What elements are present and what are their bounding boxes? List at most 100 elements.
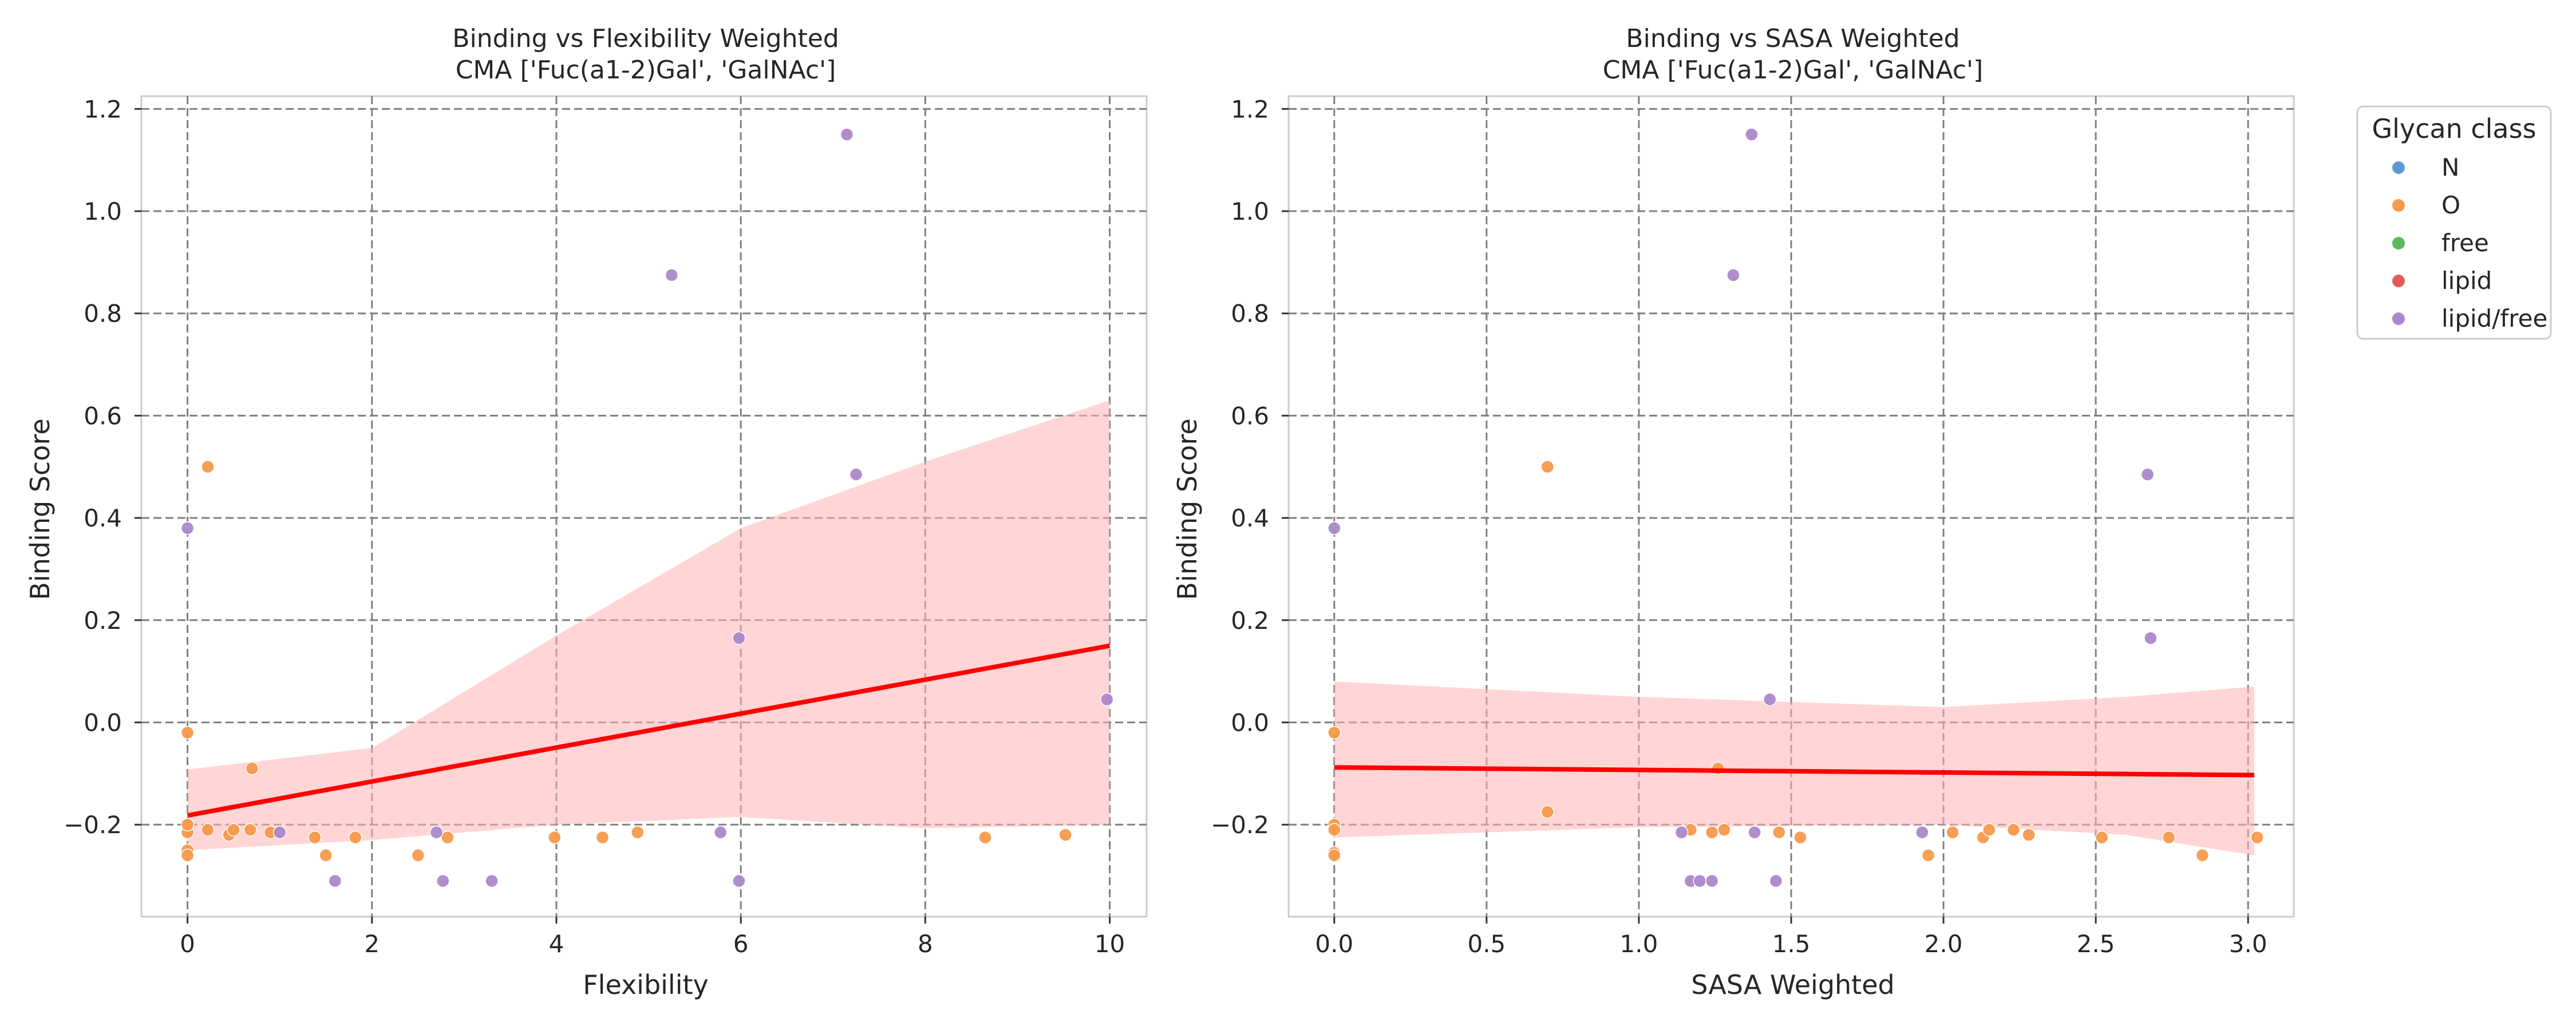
data-point [180,818,195,831]
chart-title-line2: CMA ['Fuc(a1-2)Gal', 'GalNAc'] [1603,56,1984,85]
x-tick-label: 10 [1095,930,1125,958]
regression-line [1334,765,2254,778]
regression-line [187,643,1111,818]
data-point [1915,825,1929,839]
data-point [319,849,333,862]
y-tick-label: 1.2 [84,95,122,123]
chart-title-line2: CMA ['Fuc(a1-2)Gal', 'GalNAc'] [456,56,836,85]
x-axis-label: SASA Weighted [1691,969,1894,1000]
confidence-band [1334,682,2254,855]
data-point [713,825,728,839]
data-point [1946,825,1959,839]
y-tick-label: 0.8 [84,300,122,328]
y-tick-label: −0.2 [64,811,122,839]
legend-label: free [2441,229,2489,257]
confidence-band [187,400,1110,850]
y-axis-label: Binding Score [1172,418,1203,600]
legend-marker [2392,275,2405,287]
data-point [1769,874,1783,888]
data-point [840,128,854,141]
data-point [2095,830,2109,845]
y-tick-label: 1.0 [84,197,122,225]
x-tick-label: 2.0 [1925,930,1963,958]
data-point [1748,825,1761,839]
x-tick-label: 1.5 [1772,930,1811,958]
y-tick-label: −0.2 [1211,811,1269,839]
data-point [1726,268,1740,282]
data-point [1674,825,1689,839]
x-axis-label: Flexibility [583,969,709,1000]
data-point [180,849,195,862]
data-point [308,830,322,845]
data-point [227,823,240,837]
x-tick-label: 8 [918,930,933,958]
flexibility-chart: Binding vs Flexibility Weighted CMA ['Fu… [25,24,1148,1000]
data-point [1327,823,1341,837]
data-point [630,825,645,839]
y-tick-label: 0.6 [84,402,122,430]
chart-title-line1: Binding vs SASA Weighted [1626,24,1959,53]
x-tick-label: 2.5 [2077,930,2115,958]
data-point [732,631,746,645]
data-point [2140,468,2155,481]
data-point [411,849,425,862]
data-point [180,726,195,740]
data-point [328,874,342,888]
y-tick-label: 0.2 [1231,607,1269,635]
y-tick-label: 0.4 [84,504,122,532]
data-point [2022,828,2036,842]
x-tick-label: 0 [180,930,195,958]
data-point [547,830,562,845]
legend-label: N [2441,153,2459,181]
data-point [1763,692,1777,707]
y-tick-label: 0.8 [1231,300,1269,328]
x-tick-label: 0.0 [1315,930,1353,958]
data-point [732,874,746,888]
legend-marker [2392,237,2405,249]
data-point [1693,874,1707,888]
data-point [2250,830,2264,845]
data-point [1058,828,1072,842]
legend-label: O [2441,191,2460,219]
x-tick-label: 6 [733,930,749,958]
x-tick-label: 4 [549,930,564,958]
y-tick-label: 1.2 [1231,95,1269,123]
data-point [1705,825,1719,839]
data-point [2006,823,2021,837]
data-point [1745,128,1759,141]
data-point [849,468,863,481]
legend-title: Glycan class [2372,113,2536,144]
x-tick-label: 0.5 [1467,930,1506,958]
data-point [180,521,195,535]
data-point [1793,830,1807,845]
data-point [272,825,287,839]
y-axis-label: Binding Score [25,418,56,600]
x-tick-label: 1.0 [1620,930,1658,958]
data-point [1717,823,1731,837]
data-point [595,830,610,845]
legend-marker [2392,199,2405,212]
data-point [429,825,444,839]
y-tick-label: 0.4 [1231,504,1269,532]
data-point [201,823,215,837]
data-point [1982,823,1996,837]
data-point [2162,830,2176,845]
data-point [201,460,215,474]
data-point [1705,874,1719,888]
data-point [1540,805,1555,819]
legend-label: lipid/free [2441,304,2547,332]
y-tick-label: 1.0 [1231,197,1269,225]
legend-marker [2392,312,2405,325]
data-point [1327,849,1341,862]
legend-label: lipid [2441,267,2492,295]
sasa-chart: Binding vs SASA Weighted CMA ['Fuc(a1-2)… [1172,24,2295,1000]
data-point [441,830,455,845]
data-point [436,874,450,888]
data-point [485,874,499,888]
data-point [243,823,257,837]
x-tick-label: 2 [364,930,380,958]
y-tick-label: 0.6 [1231,402,1269,430]
y-tick-label: 0.0 [1231,708,1269,736]
